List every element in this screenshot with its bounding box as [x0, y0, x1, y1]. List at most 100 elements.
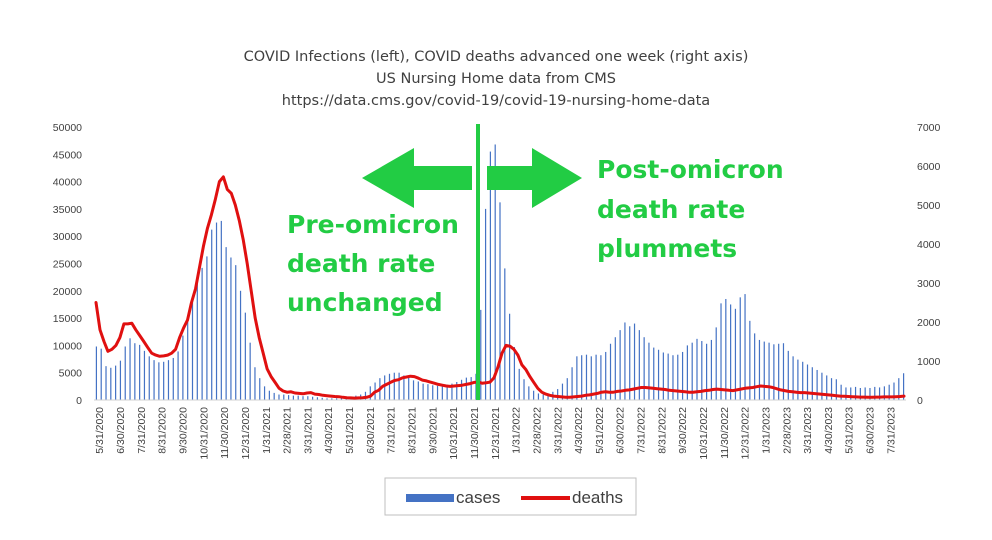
- x-tick-label: 9/30/2022: [677, 407, 689, 454]
- cases-bar: [316, 397, 319, 400]
- cases-bar: [561, 383, 564, 400]
- cases-bar: [715, 327, 717, 400]
- cases-bar: [547, 394, 549, 400]
- cases-bar: [484, 208, 487, 400]
- x-tick-label: 4/30/2023: [823, 407, 835, 454]
- cases-bar: [571, 367, 573, 400]
- cases-bar: [720, 303, 722, 400]
- legend: cases deaths: [384, 477, 637, 516]
- y-left-tick-label: 40000: [53, 177, 82, 189]
- y-left-tick-label: 35000: [53, 204, 82, 216]
- cases-bar: [691, 342, 693, 400]
- x-tick-label: 10/31/2022: [698, 407, 710, 460]
- cases-bar: [408, 377, 410, 400]
- cases-bar: [845, 387, 847, 400]
- cases-bar: [283, 394, 285, 400]
- cases-bar: [681, 351, 684, 400]
- chart-title-line-1: COVID Infections (left), COVID deaths ad…: [244, 49, 749, 65]
- x-tick-label: 5/31/2022: [594, 407, 606, 454]
- cases-bar: [864, 387, 866, 400]
- cases-bar: [595, 354, 597, 400]
- cases-bar: [662, 352, 664, 400]
- cases-bar: [302, 396, 304, 400]
- cases-bar: [321, 397, 323, 400]
- cases-bar: [388, 373, 391, 400]
- cases-bar: [643, 337, 645, 400]
- y-left-axis: 0 5000 10000 15000 20000 25000 30000 35000 40000…: [53, 122, 82, 407]
- cases-bar: [259, 378, 261, 400]
- x-tick-label: 9/30/2021: [427, 407, 439, 454]
- cases-bar: [830, 378, 833, 400]
- x-tick-label: 8/31/2022: [656, 407, 668, 454]
- cases-bar: [754, 333, 756, 400]
- x-tick-label: 6/30/2020: [115, 407, 127, 454]
- cases-bar: [475, 373, 477, 400]
- cases-bar: [773, 344, 775, 400]
- cases-bar: [182, 335, 184, 400]
- x-tick-label: 1/31/2021: [261, 407, 273, 454]
- cases-bar: [749, 320, 751, 400]
- cases-bar: [158, 362, 160, 400]
- cases-bar: [710, 339, 713, 400]
- y-right-tick-label: 5000: [917, 200, 941, 212]
- x-tick-label: 3/31/2023: [802, 407, 814, 454]
- cases-bar: [201, 267, 203, 400]
- y-right-tick-label: 0: [917, 395, 923, 407]
- y-left-tick-label: 30000: [53, 231, 82, 243]
- cases-bar: [249, 342, 251, 400]
- x-tick-label: 12/31/2020: [240, 407, 252, 460]
- legend-deaths-label: deaths: [572, 488, 623, 507]
- cases-bar: [119, 360, 122, 400]
- cases-bar: [110, 367, 112, 400]
- cases-bar: [364, 391, 367, 400]
- y-left-tick-label: 20000: [53, 286, 82, 298]
- cases-bar: [172, 357, 174, 400]
- cases-bar: [191, 300, 194, 400]
- y-left-tick-label: 45000: [53, 149, 82, 161]
- cases-bar: [494, 144, 496, 400]
- x-tick-label: 2/28/2022: [531, 407, 543, 454]
- x-tick-label: 8/31/2020: [157, 407, 169, 454]
- cases-bar: [460, 379, 463, 400]
- cases-bar: [196, 277, 198, 400]
- cases-bar: [869, 387, 871, 400]
- cases-bar: [888, 384, 890, 400]
- cases-bar: [686, 345, 688, 400]
- cases-bar: [802, 361, 804, 400]
- cases-bar: [398, 372, 400, 400]
- cases-bar: [177, 351, 179, 400]
- cases-bar: [369, 386, 371, 400]
- y-right-axis: 0 1000 2000 3000 4000 5000 6000 7000: [917, 122, 941, 407]
- cases-bar: [211, 229, 213, 400]
- cases-bar: [787, 350, 789, 400]
- cases-bar: [244, 312, 246, 400]
- x-tick-label: 2/28/2023: [781, 407, 793, 454]
- x-tick-label: 9/30/2020: [178, 407, 190, 454]
- cases-bar: [840, 384, 842, 400]
- y-left-tick-label: 10000: [53, 340, 82, 352]
- cases-bar: [585, 354, 588, 400]
- cases-bar: [384, 375, 386, 400]
- cases-bar: [859, 387, 861, 400]
- x-tick-label: 3/31/2022: [552, 407, 564, 454]
- cases-bar: [504, 268, 506, 400]
- cases-bar: [696, 338, 698, 400]
- cases-bar: [854, 386, 857, 400]
- cases-bar: [446, 384, 448, 400]
- cases-bar: [451, 383, 453, 400]
- y-right-tick-label: 3000: [917, 278, 941, 290]
- cases-bar: [95, 346, 98, 400]
- cases-bar: [893, 382, 895, 400]
- cases-bar: [143, 350, 146, 400]
- cases-bar: [653, 347, 655, 400]
- cases-bar: [393, 372, 395, 400]
- cases-bar: [220, 220, 222, 400]
- post-omicron-annotation: Post-omicron death rate plummets: [597, 155, 784, 263]
- x-tick-label: 8/31/2021: [407, 407, 419, 454]
- legend-cases-label: cases: [456, 488, 500, 507]
- cases-bar: [403, 375, 405, 400]
- cases-bar: [163, 361, 165, 400]
- cases-bar: [225, 247, 227, 400]
- deaths-line: [94, 175, 906, 400]
